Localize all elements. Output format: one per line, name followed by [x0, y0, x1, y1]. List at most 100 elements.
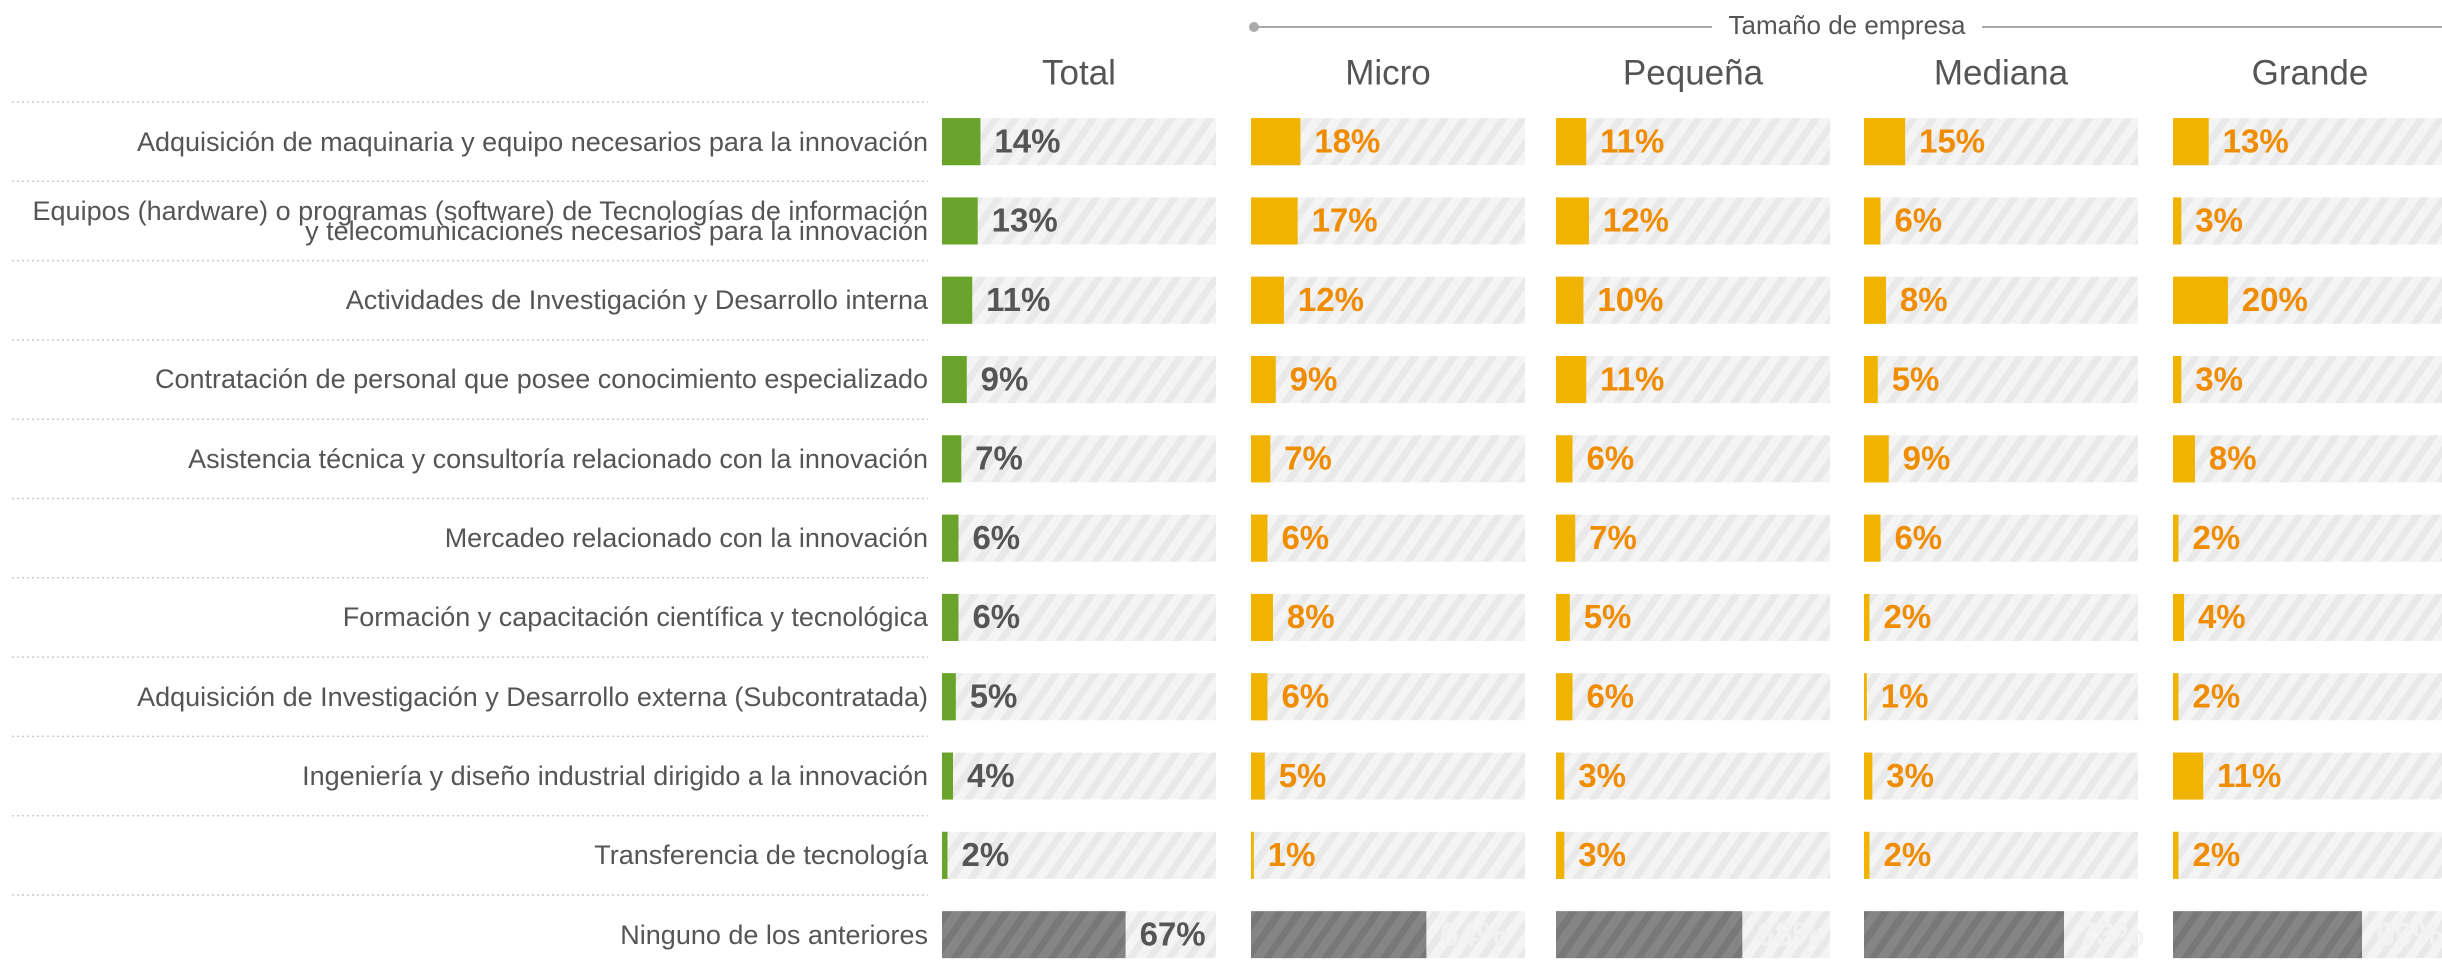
bar-tint [1864, 356, 1878, 404]
value-label: 9% [981, 360, 1029, 397]
bar-tint [1864, 752, 1873, 800]
bar-tint [1556, 118, 1587, 166]
bar-tint [1556, 197, 1589, 245]
bar-tint [1251, 356, 1276, 404]
bar-tint [1251, 276, 1284, 324]
value-label: 7% [1589, 519, 1637, 556]
value-label: 7% [975, 440, 1023, 477]
value-label: 17% [1312, 202, 1378, 239]
value-label: 2% [1883, 836, 1931, 873]
bar-tint [2173, 593, 2184, 641]
bar-tint [2173, 831, 2179, 879]
bar-track [1864, 276, 2138, 324]
value-label: 7% [1284, 440, 1332, 477]
value-label: 1% [1268, 836, 1316, 873]
bar-track [1556, 593, 1830, 641]
column-header: Total [1042, 53, 1116, 92]
bar-track [2173, 197, 2442, 245]
bar-tint [942, 752, 953, 800]
bar-tint [1556, 435, 1573, 483]
bar-track [942, 593, 1216, 641]
bar-track [2173, 514, 2442, 562]
value-label: 15% [1919, 122, 1985, 159]
bar-track [1864, 356, 2138, 404]
value-label: 5% [970, 677, 1018, 714]
value-label: 3% [1578, 757, 1626, 794]
bar-tint [1556, 593, 1570, 641]
value-label: 64% [1440, 915, 1506, 952]
bar-tint [2173, 197, 2182, 245]
category-label: Equipos (hardware) o programas (software… [32, 195, 928, 246]
value-label: 3% [1578, 836, 1626, 873]
value-label: 2% [2192, 677, 2240, 714]
category-label-box: Contratación de personal que posee conoc… [154, 364, 928, 395]
category-label: Ingeniería y diseño industrial dirigido … [302, 760, 928, 791]
bar-track [1556, 197, 1830, 245]
category-label: Asistencia técnica y consultoría relacio… [188, 443, 928, 474]
bar-track [942, 752, 1216, 800]
category-label: Adquisición de Investigación y Desarroll… [137, 681, 928, 712]
category-label-box: Ninguno de los anteriores [620, 921, 928, 948]
bar-tint [2173, 276, 2228, 324]
bar-track [1864, 673, 2138, 721]
bar-track [1251, 752, 1525, 800]
value-label: 6% [1586, 440, 1634, 477]
value-label: 73% [2078, 915, 2144, 952]
bar-tint [1251, 831, 1254, 879]
bar-tint [1251, 593, 1273, 641]
bar-tint [2173, 435, 2195, 483]
category-label: Formación y capacitación científica y te… [342, 602, 928, 633]
value-label: 11% [1600, 360, 1664, 397]
category-label: Contratación de personal que posee conoc… [154, 364, 928, 395]
value-label: 67% [1140, 915, 1206, 952]
bar-track [1556, 276, 1830, 324]
value-label: 12% [1603, 202, 1669, 239]
value-label: 5% [1892, 360, 1940, 397]
bar [1556, 911, 1743, 959]
value-label: 13% [992, 202, 1058, 239]
bar-tint [2173, 752, 2204, 800]
bar-track [2173, 356, 2442, 404]
value-label: 6% [972, 519, 1020, 556]
bar-track [2173, 831, 2442, 879]
bar-track [1864, 514, 2138, 562]
bar-tint [1251, 673, 1268, 721]
bar-track [2173, 673, 2442, 721]
value-label: 6% [1894, 519, 1942, 556]
bar-tint [942, 673, 956, 721]
bar-track [1556, 752, 1830, 800]
bar-tint [942, 197, 978, 245]
value-label: 20% [2242, 281, 2308, 318]
value-label: 2% [2192, 836, 2240, 873]
value-label: 2% [2192, 519, 2240, 556]
bar-track [1556, 356, 1830, 404]
category-label-box: Mercadeo relacionado con la innovación [445, 525, 928, 552]
bar-track [1556, 118, 1830, 166]
category-label-box: Asistencia técnica y consultoría relacio… [188, 443, 928, 474]
bar-tint [1556, 356, 1587, 404]
bar-track [942, 356, 1216, 404]
bar-tint [1864, 831, 1870, 879]
bar-track [2173, 593, 2442, 641]
category-label: Adquisición de maquinaria y equipo neces… [136, 126, 928, 157]
bar-track [1864, 197, 2138, 245]
bar-tint [1864, 197, 1881, 245]
value-label: 8% [1287, 598, 1335, 635]
value-label: 11% [1600, 122, 1664, 159]
bar-track [1556, 435, 1830, 483]
bar-track [1556, 673, 1830, 721]
value-label: 11% [2217, 757, 2281, 794]
value-label: 4% [967, 757, 1015, 794]
bar-track [942, 673, 1216, 721]
value-label: 68% [1756, 915, 1822, 952]
category-label-box: Adquisición de maquinaria y equipo neces… [136, 126, 928, 157]
bar-track [942, 514, 1216, 562]
value-label: 2% [1883, 598, 1931, 635]
bar-tint [1864, 593, 1870, 641]
bar-tint [942, 514, 959, 562]
bar-track [942, 831, 1216, 879]
bar-track [1251, 831, 1525, 879]
bar-tint [1556, 514, 1576, 562]
bar-tint [942, 276, 973, 324]
